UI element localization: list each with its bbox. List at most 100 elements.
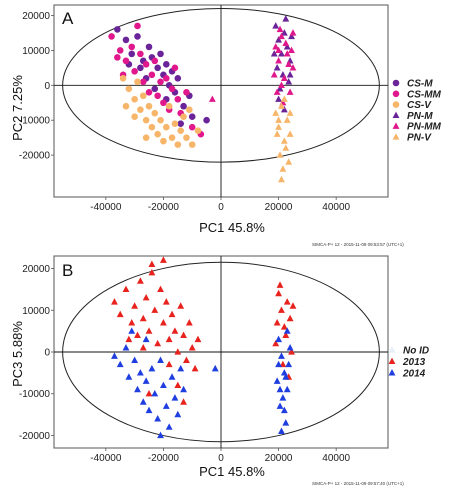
panel-b-data-point <box>125 373 133 380</box>
panel-a-data-point <box>270 50 278 57</box>
panel-b-data-point <box>282 419 290 426</box>
panel-a-data-point <box>122 36 130 44</box>
panel-b-data-point <box>165 335 173 343</box>
panel-a-data-point <box>145 88 153 96</box>
panel-b-data-point <box>278 427 285 434</box>
panel-a-data-point <box>280 29 288 36</box>
panel-b-data-point <box>174 381 182 389</box>
panel-b-software-footer: SIMCA-P+ 12 - 2015-11-09 09:57:40 (UTC+1… <box>312 481 404 486</box>
panel-a-data-point <box>286 88 294 95</box>
panel-b-data-point <box>194 335 202 343</box>
panel-b-legend-swatch <box>388 357 396 365</box>
panel-a-data-point <box>282 39 290 47</box>
panel-a-data-point <box>183 88 190 96</box>
panel-b-y-tick-label: 0 <box>44 348 50 359</box>
panel-b-data-point <box>286 344 294 351</box>
panel-a-data-point <box>148 123 156 131</box>
panel-a-legend-swatch <box>392 122 400 129</box>
panel-a-confidence-ellipse <box>62 7 380 163</box>
panel-b-data-point <box>273 318 281 326</box>
panel-a-data-point <box>208 95 216 102</box>
panel-a-x-tick-label: 20000 <box>265 202 293 213</box>
panel-a-data-point <box>278 175 285 183</box>
panel-a-data-point <box>168 85 176 93</box>
panel-b-data-point <box>122 344 130 351</box>
panel-a-data-point <box>283 50 291 57</box>
panel-a-y-tick-label: 20000 <box>22 11 50 22</box>
panel-a-data-point <box>285 78 293 85</box>
panel-a-data-point <box>180 113 187 121</box>
panel-b-data-point <box>188 344 196 351</box>
panel-a-data-point <box>174 75 182 82</box>
panel-b-data-point <box>285 360 293 368</box>
panel-a-data-point <box>180 102 187 110</box>
panel-a-data-point <box>275 123 283 130</box>
panel-a-legend-label: CS-V <box>407 100 432 111</box>
panel-a-data-point <box>275 116 283 123</box>
panel-b-data-point <box>177 302 185 309</box>
panel-b-data-point <box>278 352 285 359</box>
panel-a-data-point <box>165 102 173 110</box>
panel-a-data-point <box>157 50 164 58</box>
panel-b-y-tick-label: -20000 <box>19 431 51 442</box>
panel-b-data-point <box>145 327 153 334</box>
panel-b-data-point <box>275 360 283 368</box>
panel-b-data-point <box>142 293 150 301</box>
panel-a-data-point <box>280 105 288 113</box>
panel-a-data-point <box>151 85 159 93</box>
panel-a-data-point <box>280 74 288 81</box>
panel-a-y-axis-label: PC2 7.25% <box>10 75 25 141</box>
panel-b-data-point <box>148 260 156 268</box>
panel-a-data-point <box>131 113 138 121</box>
panel-a-data-point <box>125 85 133 93</box>
panel-a-letter: A <box>62 9 74 28</box>
panel-b-data-point <box>276 402 284 409</box>
panel-b-data-point <box>136 277 144 284</box>
panel-a-y-tick-label: -20000 <box>19 151 51 162</box>
panel-b-data-point <box>111 352 118 359</box>
panel-a-data-point <box>131 68 138 75</box>
panel-a-data-point <box>188 141 196 148</box>
panel-b-data-point <box>279 394 287 401</box>
panel-b-letter: B <box>62 261 73 280</box>
panel-b-data-point <box>174 348 182 355</box>
panel-a-data-point <box>283 116 291 123</box>
panel-a-data-point <box>177 127 184 134</box>
panel-b-data-point <box>131 356 139 364</box>
panel-a-x-tick-label: -40000 <box>90 202 122 213</box>
panel-b-data-point <box>280 406 288 414</box>
panel-b-data-point <box>139 314 147 322</box>
panel-b-data-point <box>273 377 281 384</box>
panel-a-data-point <box>280 95 288 102</box>
panel-b-data-point <box>276 385 284 393</box>
panel-a-data-point <box>273 130 281 137</box>
panel-a-data-point <box>270 71 278 78</box>
panel-a-data-point <box>114 54 121 61</box>
panel-b-legend-swatch <box>388 346 396 353</box>
panel-b-data-point <box>165 423 173 430</box>
panel-a-data-point <box>128 43 136 51</box>
panel-b-data-point <box>272 339 280 347</box>
panel-a-data-point <box>188 123 196 131</box>
panel-b-data-point <box>116 360 124 368</box>
panel-b-legend-swatch <box>388 369 396 376</box>
panel-a-data-point <box>160 99 167 107</box>
panel-a-data-point <box>160 137 167 145</box>
panel-b-data-point <box>177 364 185 372</box>
panel-a-data-point <box>276 151 284 158</box>
panel-b-data-point <box>151 306 159 313</box>
panel-b-y-tick-label: 20000 <box>22 264 50 275</box>
panel-a-data-point <box>278 102 285 109</box>
panel-a-x-tick-label: -20000 <box>148 202 180 213</box>
panel-a-data-point <box>134 33 141 40</box>
panel-a-data-point <box>283 43 291 50</box>
panel-a-data-point <box>108 33 115 40</box>
panel-b-data-point <box>136 369 144 376</box>
panel-b-data-point <box>128 327 136 334</box>
panel-a-x-tick-label: 0 <box>218 202 224 213</box>
panel-a-data-point <box>174 141 182 148</box>
panel-b-data-point <box>282 373 290 380</box>
panel-b-data-point <box>171 327 179 334</box>
panel-b-data-point <box>122 285 130 293</box>
panel-a-data-point <box>157 116 164 124</box>
